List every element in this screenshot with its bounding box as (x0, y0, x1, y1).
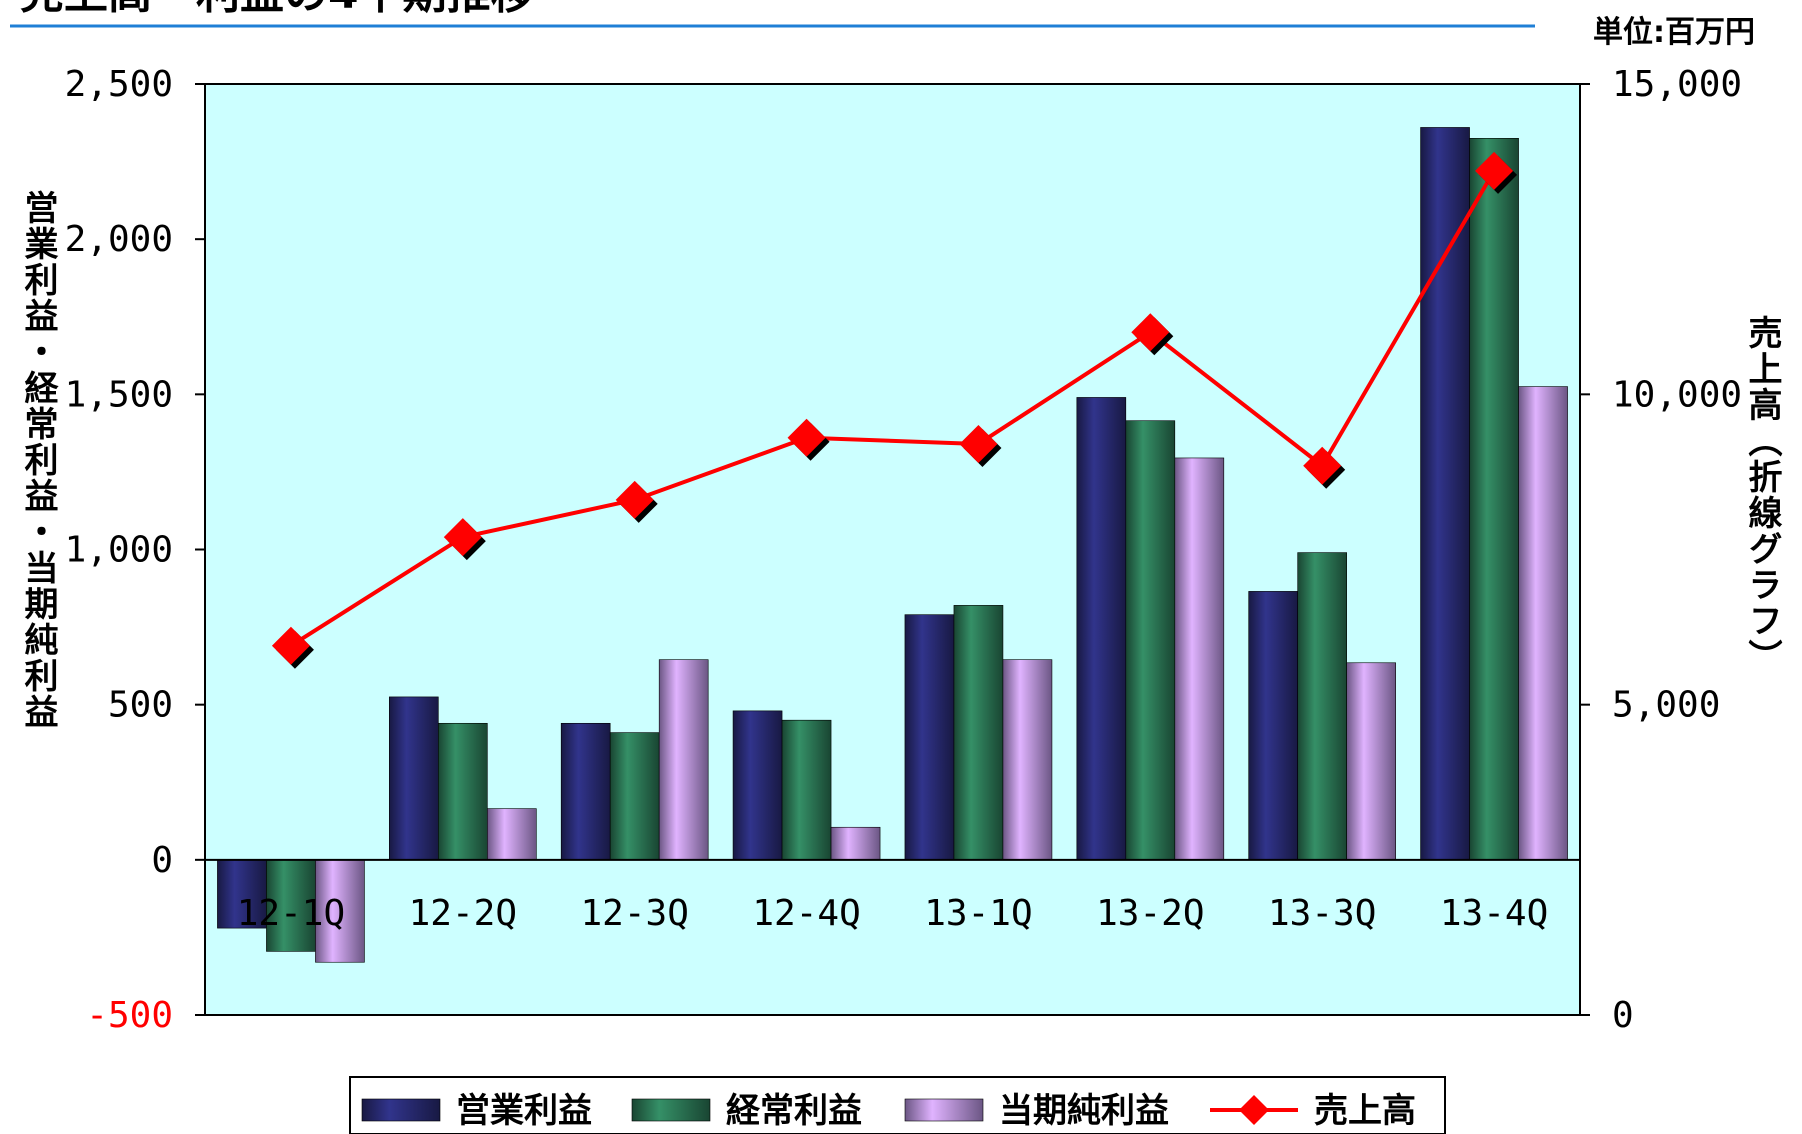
plot-area (204, 83, 1581, 1016)
x-tick-13-2Q: 13-2Q (1096, 893, 1204, 934)
bar-当期純利益-12-4Q (830, 826, 881, 861)
y-tick-0: 0 (151, 840, 173, 881)
marker-売上高-13-1Q (959, 424, 998, 463)
x-tick-12-1Q: 12-1Q (237, 893, 345, 934)
y2-tick-10,000: 10,000 (1612, 374, 1742, 415)
y-tick-500: 500 (108, 685, 173, 726)
bar-営業利益-12-3Q (560, 722, 611, 861)
bar-marks (217, 127, 1568, 963)
marker-売上高-13-4Q (1475, 151, 1514, 190)
x-tick-labels: 12-1Q 12-2Q 12-3Q 12-4Q 13-1Q 13-2Q 13-3Q 13-4Q (237, 893, 1549, 934)
bar-経常利益-13-3Q (1297, 552, 1347, 861)
y2-tick-0: 0 (1612, 995, 1634, 1036)
bar-営業利益-13-2Q (1076, 397, 1127, 861)
bar-経常利益-12-3Q (609, 732, 660, 861)
x-tick-12-4Q: 12-4Q (752, 893, 860, 934)
legend-swatch-営業利益 (361, 1098, 441, 1122)
legend: 営業利益 経常利益 当期純利益 売上高 (361, 1091, 1416, 1131)
unit-label: 単位:百万円 (1593, 15, 1755, 50)
y2-axis-title: 売上高（折線グラフ） (1742, 315, 1782, 675)
bar-営業利益-13-4Q (1420, 127, 1470, 861)
x-tick-12-3Q: 12-3Q (581, 893, 689, 934)
y-tick--500: -500 (86, 995, 173, 1036)
x-tick-13-3Q: 13-3Q (1268, 893, 1376, 934)
marker-売上高-12-2Q (443, 518, 482, 557)
bar-当期純利益-12-3Q (658, 659, 709, 861)
bar-営業利益-12-2Q (389, 696, 439, 861)
marker-売上高-12-1Q (271, 626, 310, 665)
marker-売上高-12-3Q (615, 480, 654, 519)
line-売上高 (289, 169, 1496, 648)
legend-label-当期純利益: 当期純利益 (999, 1091, 1169, 1131)
bar-経常利益-13-4Q (1469, 138, 1519, 861)
y-tick-2,000: 2,000 (65, 219, 173, 260)
bar-当期純利益-13-1Q (1002, 659, 1053, 861)
bar-経常利益-13-1Q (953, 605, 1004, 861)
marker-売上高-12-4Q (787, 418, 826, 457)
chart-title: 売上高・利益の4半期推移 (20, 0, 535, 19)
y-tick-1,000: 1,000 (65, 530, 173, 571)
bar-経常利益-12-2Q (438, 722, 488, 861)
bar-営業利益-12-4Q (732, 710, 783, 861)
y2-tick-labels: 0 5,000 10,000 15,000 (1580, 64, 1742, 1036)
y-axis-title: 営業利益・経常利益・当期純利益 (18, 190, 58, 730)
bar-当期純利益-13-3Q (1346, 662, 1396, 861)
y-tick-2,500: 2,500 (65, 64, 173, 105)
bar-当期純利益-12-2Q (487, 808, 537, 861)
x-tick-13-4Q: 13-4Q (1440, 893, 1548, 934)
bar-経常利益-12-4Q (781, 719, 832, 861)
bar-当期純利益-12-1Q (315, 859, 365, 963)
bar-経常利益-13-2Q (1125, 420, 1176, 861)
bar-経常利益-12-1Q (266, 859, 316, 952)
legend-swatch-経常利益 (631, 1098, 711, 1122)
legend-swatch-当期純利益 (904, 1098, 984, 1122)
bar-営業利益-12-1Q (217, 859, 267, 929)
legend-label-経常利益: 経常利益 (726, 1091, 862, 1131)
y-tick-labels: -500 0 500 1,000 1,500 2,000 2,500 (65, 64, 205, 1036)
legend-marker-売上高 (1239, 1095, 1269, 1125)
line-series (271, 151, 1518, 669)
bar-当期純利益-13-4Q (1518, 386, 1568, 861)
legend-label-営業利益: 営業利益 (456, 1091, 592, 1131)
x-tick-12-2Q: 12-2Q (409, 893, 517, 934)
y-tick-1,500: 1,500 (65, 374, 173, 415)
legend-label-売上高: 売上高 (1314, 1091, 1416, 1131)
bar-営業利益-13-1Q (904, 614, 955, 861)
x-tick-13-1Q: 13-1Q (924, 893, 1032, 934)
y2-tick-5,000: 5,000 (1612, 685, 1720, 726)
bar-営業利益-13-3Q (1248, 591, 1298, 861)
y2-tick-15,000: 15,000 (1612, 64, 1742, 105)
marker-売上高-13-3Q (1303, 446, 1342, 485)
bar-当期純利益-13-2Q (1174, 457, 1225, 861)
marker-売上高-13-2Q (1131, 313, 1170, 352)
